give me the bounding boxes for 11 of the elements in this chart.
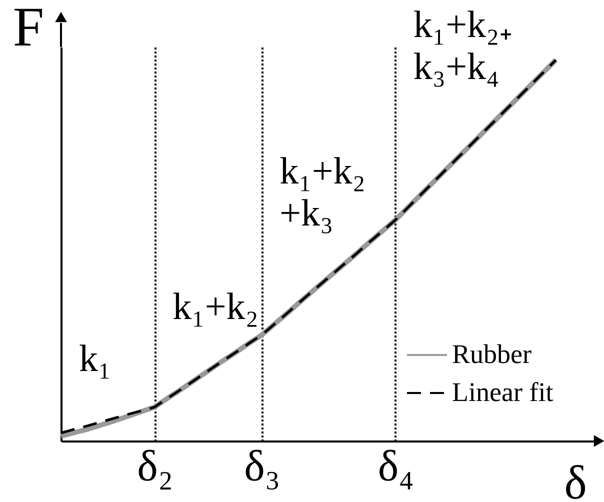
annotation: k₁+k₂ +k₃ bbox=[280, 150, 366, 235]
x-tick-label: δ₄ bbox=[378, 442, 414, 490]
x-tick-label: δ₃ bbox=[244, 442, 280, 490]
x-axis-title: δ bbox=[564, 456, 587, 502]
x-tick-label: δ₂ bbox=[137, 442, 174, 490]
annotation: k₁ bbox=[79, 338, 112, 380]
annotation: k₁+k₂₊ k₃+k₄ bbox=[413, 4, 512, 88]
legend-label: Linear fit bbox=[452, 377, 554, 407]
annotation: k₁+k₂ bbox=[172, 286, 259, 328]
legend-label: Rubber bbox=[452, 339, 532, 369]
y-axis-title: F bbox=[12, 0, 44, 58]
